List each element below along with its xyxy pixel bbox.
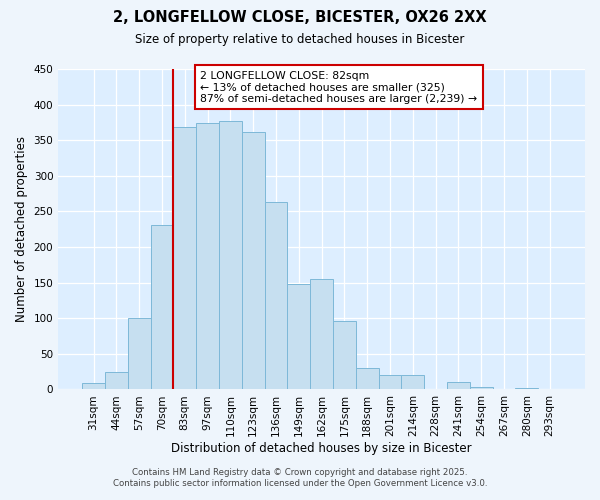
Bar	[515, 388, 538, 390]
Bar	[173, 126, 196, 390]
Bar	[105, 372, 128, 390]
Bar	[82, 383, 105, 390]
Text: Size of property relative to detached houses in Bicester: Size of property relative to detached ho…	[136, 32, 464, 46]
Bar	[265, 202, 287, 390]
Bar	[196, 123, 219, 390]
Y-axis label: Number of detached properties: Number of detached properties	[15, 136, 28, 322]
Bar	[242, 132, 265, 390]
Text: 2, LONGFELLOW CLOSE, BICESTER, OX26 2XX: 2, LONGFELLOW CLOSE, BICESTER, OX26 2XX	[113, 10, 487, 25]
Text: 2 LONGFELLOW CLOSE: 82sqm
← 13% of detached houses are smaller (325)
87% of semi: 2 LONGFELLOW CLOSE: 82sqm ← 13% of detac…	[200, 70, 478, 104]
Bar	[356, 368, 379, 390]
Bar	[333, 321, 356, 390]
Bar	[128, 318, 151, 390]
Bar	[151, 225, 173, 390]
Bar	[447, 382, 470, 390]
X-axis label: Distribution of detached houses by size in Bicester: Distribution of detached houses by size …	[171, 442, 472, 455]
Bar	[379, 375, 401, 390]
Bar	[310, 279, 333, 390]
Bar	[287, 284, 310, 390]
Bar	[470, 386, 493, 390]
Bar	[219, 121, 242, 390]
Text: Contains HM Land Registry data © Crown copyright and database right 2025.
Contai: Contains HM Land Registry data © Crown c…	[113, 468, 487, 487]
Bar	[401, 375, 424, 390]
